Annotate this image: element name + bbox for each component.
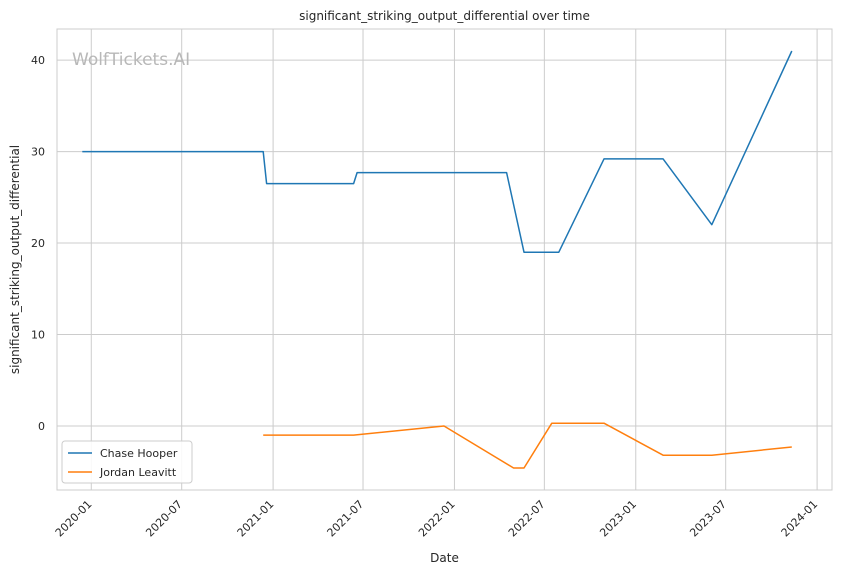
- plot-area-frame: [56, 28, 833, 491]
- x-axis-title: Date: [430, 551, 459, 565]
- legend: Chase Hooper Jordan Leavitt: [61, 440, 193, 484]
- legend-box: [61, 440, 193, 484]
- series-line-2: [263, 422, 792, 469]
- legend-label: Chase Hooper: [100, 447, 178, 460]
- legend-label: Jordan Leavitt: [99, 466, 177, 479]
- y-tick-label: 20: [31, 237, 45, 250]
- grid-lines: [57, 29, 832, 490]
- y-tick-label: 30: [31, 146, 45, 159]
- y-tick-label: 40: [31, 54, 45, 67]
- y-tick-label: 0: [38, 420, 45, 433]
- y-tick-label: 10: [31, 329, 45, 342]
- chart-title: significant_striking_output_differential…: [299, 9, 590, 23]
- y-axis-ticks: 0 10 20 30 40: [31, 54, 45, 433]
- y-axis-title: significant_striking_output_differential: [8, 145, 22, 374]
- series-line-1: [82, 50, 793, 253]
- series-layer: [82, 50, 793, 469]
- watermark: WolfTickets.AI: [72, 50, 190, 70]
